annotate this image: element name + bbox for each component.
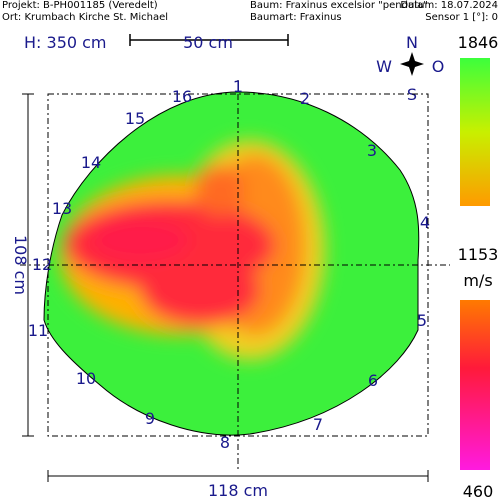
species: Baumart: Fraxinus xyxy=(250,12,342,23)
legend-max: 1846 xyxy=(458,33,499,52)
compass-n: N xyxy=(406,33,418,52)
legend-lower xyxy=(460,300,490,470)
compass-w: W xyxy=(376,57,392,76)
sensor-label: 11 xyxy=(28,321,48,340)
sensor-label: 8 xyxy=(220,433,230,452)
legend-upper xyxy=(460,58,490,206)
sensor-info: Sensor 1 [°]: 0 xyxy=(425,12,498,23)
sensor-label: 5 xyxy=(417,311,427,330)
scale-bar xyxy=(129,34,289,46)
legend-mid: 1153 xyxy=(458,245,499,264)
height: H: 350 cm xyxy=(24,33,107,52)
tree: Baum: Fraxinus excelsior "pendula" xyxy=(250,0,428,11)
sensor-label: 16 xyxy=(172,87,192,106)
location: Ort: Krumbach Kirche St. Michael xyxy=(2,12,168,23)
project: Projekt: B-PH001185 (Veredelt) xyxy=(2,0,158,11)
sensor-label: 15 xyxy=(125,109,145,128)
legend-unit: m/s xyxy=(463,271,492,290)
sensor-label: 12 xyxy=(32,255,52,274)
sensor-label: 6 xyxy=(368,371,378,390)
scale-label: 50 cm xyxy=(183,33,233,52)
legend-min: 460 xyxy=(463,482,494,500)
sensor-label: 10 xyxy=(76,369,96,388)
sensor-label: 7 xyxy=(313,415,323,434)
compass-o: O xyxy=(432,57,445,76)
compass: N W O S xyxy=(376,33,444,104)
sensor-label: 14 xyxy=(81,153,101,172)
sensor-label: 9 xyxy=(145,409,155,428)
dim-horizontal: 118 cm xyxy=(208,481,268,500)
sensor-label: 13 xyxy=(52,199,72,218)
sensor-label: 2 xyxy=(300,89,310,108)
dim-vertical: 108 cm xyxy=(11,235,30,295)
sensor-label: 1 xyxy=(233,77,243,96)
trunk-outline xyxy=(43,91,420,436)
dimension-lines xyxy=(22,93,429,482)
guides xyxy=(20,80,450,470)
sensor-label: 3 xyxy=(367,141,377,160)
date: Datum: 18.07.2024 xyxy=(400,0,498,11)
sensor-label: 4 xyxy=(420,213,430,232)
